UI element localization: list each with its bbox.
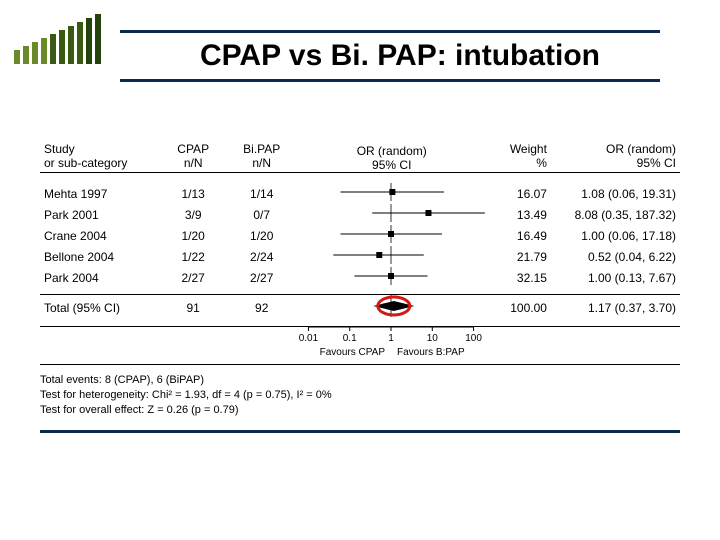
cpap-cell: 2/27 [159, 267, 228, 288]
or-cell: 1.00 (0.13, 7.67) [551, 267, 680, 288]
or-cell: 8.08 (0.35, 187.32) [551, 204, 680, 225]
footnote-line: Test for heterogeneity: Chi² = 1.93, df … [40, 388, 680, 403]
hdr-bipap-l2: n/N [252, 156, 271, 170]
svg-text:1: 1 [388, 333, 394, 344]
total-weight: 100.00 [487, 295, 550, 321]
or-cell: 1.00 (0.06, 17.18) [551, 225, 680, 246]
plot-cell [296, 246, 487, 267]
bipap-cell: 2/24 [227, 246, 296, 267]
weight-cell: 21.79 [487, 246, 550, 267]
hdr-study-l1: Study [44, 142, 75, 156]
svg-text:Favours CPAP: Favours CPAP [320, 347, 386, 358]
plot-cell [296, 267, 487, 288]
total-or: 1.17 (0.37, 3.70) [551, 295, 680, 321]
hdr-study-l2: or sub-category [44, 156, 127, 170]
title-rule-top [120, 30, 660, 33]
title-rule-bottom [120, 79, 660, 82]
study-cell: Park 2004 [40, 267, 159, 288]
study-cell: Mehta 1997 [40, 183, 159, 204]
weight-cell: 16.07 [487, 183, 550, 204]
cpap-cell: 3/9 [159, 204, 228, 225]
cpap-cell: 1/22 [159, 246, 228, 267]
forest-table: Study or sub-category CPAP n/N Bi.PAP n/… [40, 140, 680, 365]
hdr-weight-l2: % [536, 156, 547, 170]
study-cell: Bellone 2004 [40, 246, 159, 267]
plot-cell [296, 183, 487, 204]
bipap-cell: 2/27 [227, 267, 296, 288]
footnote-line: Total events: 8 (CPAP), 6 (BiPAP) [40, 373, 680, 388]
hdr-plot-l1: OR (random) [357, 144, 427, 158]
table-row: Crane 2004 1/20 1/20 16.49 1.00 (0.06, 1… [40, 225, 680, 246]
total-row: Total (95% CI) 91 92 100.00 1.17 (0.37, … [40, 295, 680, 321]
bipap-cell: 0/7 [227, 204, 296, 225]
bottom-rule [40, 430, 680, 433]
svg-text:0.1: 0.1 [343, 333, 357, 344]
footnote-line: Test for overall effect: Z = 0.26 (p = 0… [40, 403, 680, 418]
table-row: Park 2004 2/27 2/27 32.15 1.00 (0.13, 7.… [40, 267, 680, 288]
svg-text:100: 100 [465, 333, 482, 344]
total-cpap: 91 [159, 295, 228, 321]
title-block: CPAP vs Bi. PAP: intubation [120, 30, 680, 82]
table-row: Bellone 2004 1/22 2/24 21.79 0.52 (0.04,… [40, 246, 680, 267]
table-row: Mehta 1997 1/13 1/14 16.07 1.08 (0.06, 1… [40, 183, 680, 204]
svg-text:Favours B:PAP: Favours B:PAP [397, 347, 465, 358]
total-plot [296, 295, 487, 321]
svg-text:10: 10 [427, 333, 439, 344]
hdr-ortxt-l2: 95% CI [637, 156, 676, 170]
hdr-weight-l1: Weight [510, 142, 547, 156]
study-cell: Park 2001 [40, 204, 159, 225]
axis-cell: 0.01 0.1 1 10 100 Favours CPAP Favours B… [296, 327, 487, 365]
hdr-cpap-l2: n/N [184, 156, 203, 170]
forest-footnotes: Total events: 8 (CPAP), 6 (BiPAP)Test fo… [40, 373, 680, 418]
cpap-cell: 1/13 [159, 183, 228, 204]
bipap-cell: 1/20 [227, 225, 296, 246]
bipap-cell: 1/14 [227, 183, 296, 204]
or-cell: 1.08 (0.06, 19.31) [551, 183, 680, 204]
total-label: Total (95% CI) [40, 295, 159, 321]
total-bipap: 92 [227, 295, 296, 321]
weight-cell: 13.49 [487, 204, 550, 225]
slide-title: CPAP vs Bi. PAP: intubation [120, 39, 680, 73]
hdr-ortxt-l1: OR (random) [606, 142, 676, 156]
study-cell: Crane 2004 [40, 225, 159, 246]
hdr-cpap-l1: CPAP [177, 142, 209, 156]
forest-plot: Study or sub-category CPAP n/N Bi.PAP n/… [40, 140, 680, 418]
plot-cell [296, 225, 487, 246]
cpap-cell: 1/20 [159, 225, 228, 246]
slide-logo [14, 14, 104, 64]
table-row: Park 2001 3/9 0/7 13.49 8.08 (0.35, 187.… [40, 204, 680, 225]
hdr-plot-l2: 95% CI [372, 158, 411, 172]
svg-text:0.01: 0.01 [299, 333, 319, 344]
or-cell: 0.52 (0.04, 6.22) [551, 246, 680, 267]
weight-cell: 16.49 [487, 225, 550, 246]
weight-cell: 32.15 [487, 267, 550, 288]
hdr-bipap-l1: Bi.PAP [243, 142, 280, 156]
plot-cell [296, 204, 487, 225]
